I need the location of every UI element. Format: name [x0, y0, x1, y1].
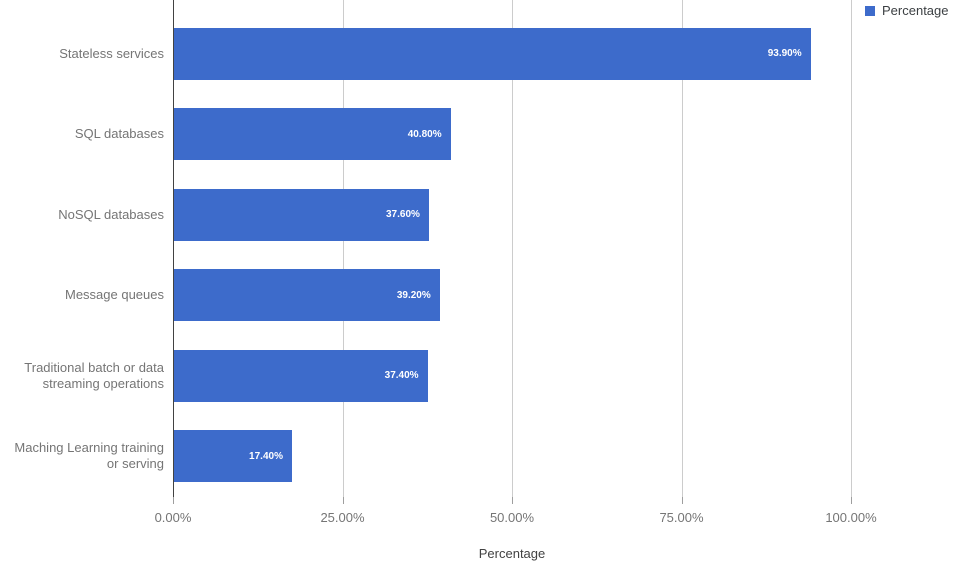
bar: 37.60% — [174, 188, 429, 241]
bar-value-label: 37.40% — [384, 370, 419, 381]
bar: 17.40% — [174, 430, 292, 482]
bar: 40.80% — [174, 108, 451, 160]
x-tick-mark — [681, 497, 683, 504]
x-tick-label: 50.00% — [489, 510, 535, 525]
bar: 39.20% — [174, 269, 440, 321]
gridline — [681, 0, 683, 497]
category-label: Traditional batch or data streaming oper… — [24, 359, 164, 391]
bar-value-label: 37.60% — [386, 209, 420, 220]
bar-value-label: 93.90% — [767, 48, 802, 59]
x-tick-mark — [342, 497, 344, 504]
category-label: Stateless services — [59, 45, 164, 61]
x-tick-mark — [173, 497, 174, 504]
category-label: NoSQL databases — [58, 206, 164, 222]
x-axis-title: Percentage — [478, 546, 546, 561]
gridline — [512, 0, 513, 497]
bar-value-label: 40.80% — [407, 128, 442, 140]
bar-value-label: 17.40% — [249, 450, 283, 462]
bar-value-label: 39.20% — [396, 289, 431, 301]
category-label: SQL databases — [74, 126, 164, 141]
x-tick-mark — [851, 497, 852, 504]
bar: 93.90% — [174, 27, 811, 80]
gridline — [851, 0, 852, 497]
x-tick-label: 75.00% — [659, 510, 704, 525]
x-tick-label: 100.00% — [825, 510, 877, 525]
legend: Percentage — [865, 3, 949, 18]
legend-label: Percentage — [882, 3, 949, 18]
x-tick-mark — [512, 497, 513, 504]
legend-swatch-icon — [865, 5, 875, 16]
axis-baseline — [173, 0, 174, 497]
category-label: Maching Learning training or serving — [14, 440, 164, 471]
x-tick-label: 0.00% — [154, 510, 192, 525]
x-tick-label: 25.00% — [320, 510, 365, 525]
gridline — [342, 0, 344, 497]
category-label: Message queues — [64, 287, 164, 302]
bar: 37.40% — [174, 349, 428, 402]
